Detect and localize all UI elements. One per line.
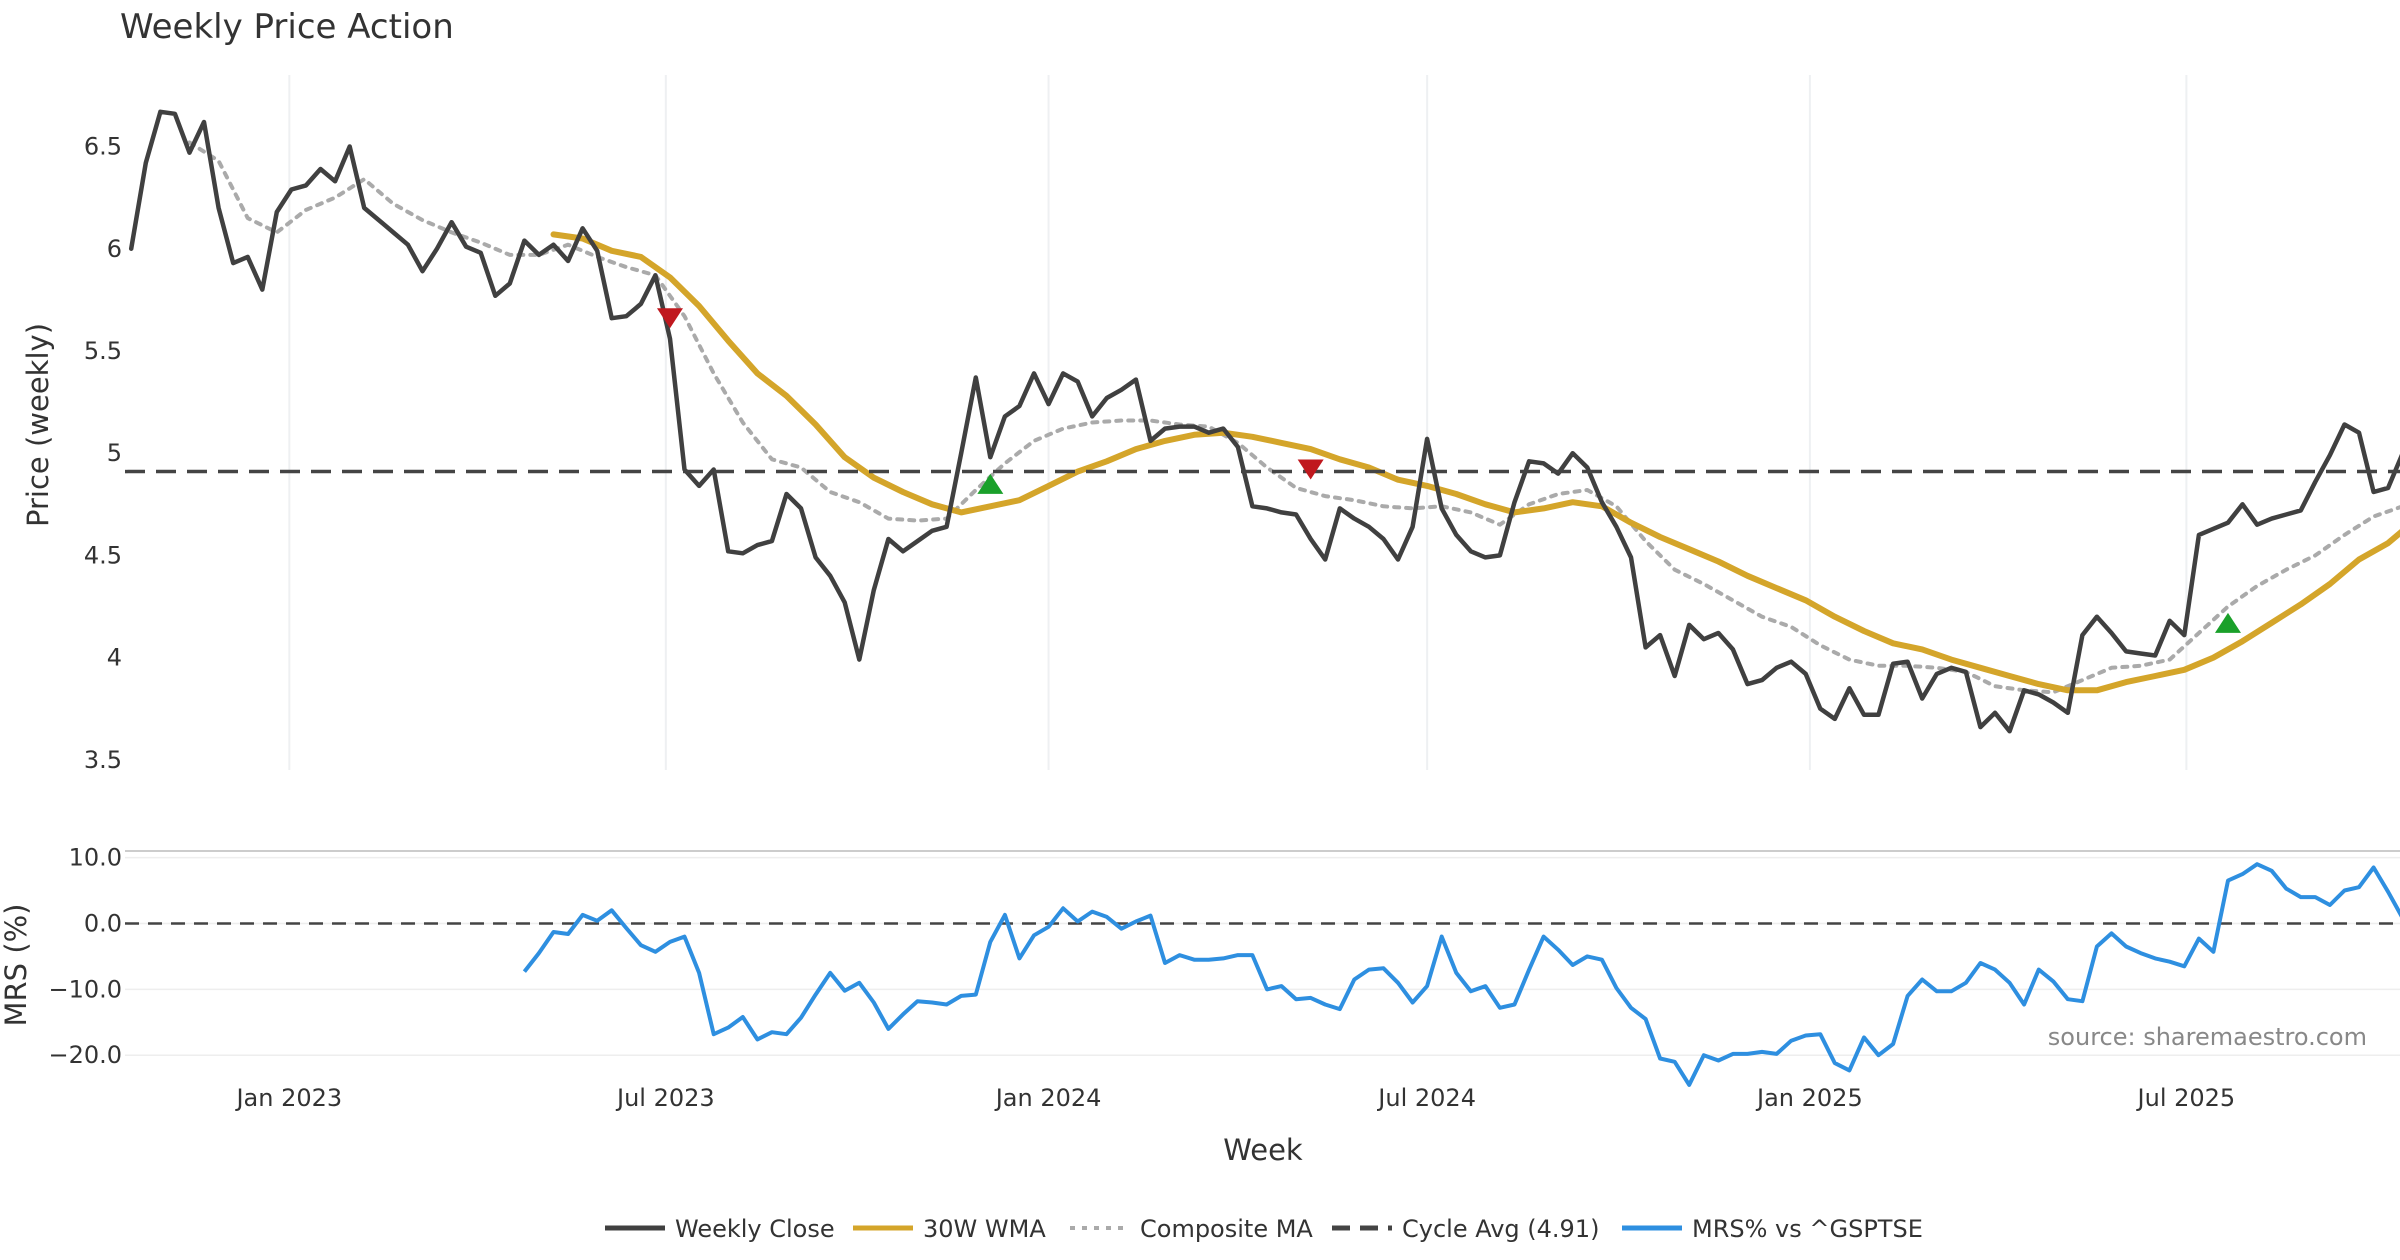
mrs-y-tick-label: −10.0 [48,975,122,1003]
legend-label: Weekly Close [675,1215,835,1243]
price-y-axis: 3.5 4 4.5 5 5.5 6 6.5 [84,133,122,774]
weekly-close-line [128,109,2400,734]
mrs-line [522,862,2400,1087]
mrs-series [125,862,2400,1087]
price-y-tick-label: 6 [107,235,122,263]
price-y-tick-label: 5.5 [84,337,122,365]
mrs-y-tick-label: 0.0 [84,909,122,937]
mrs-y-tick-label: 10.0 [69,844,122,872]
legend: Weekly Close 30W WMA Composite MA Cycle Avg… [605,1215,1923,1243]
legend-label: Composite MA [1140,1215,1313,1243]
sell-signal-marker [1297,459,1324,480]
x-axis: Jan 2023 Jul 2023 Jan 2024 Jul 2024 Jan 2025… [234,1084,2235,1112]
price-y-tick-label: 4.5 [84,541,122,569]
x-tick-label: Jan 2024 [994,1084,1102,1112]
price-y-tick-label: 5 [107,439,122,467]
legend-label: Cycle Avg (4.91) [1402,1215,1599,1243]
price-y-tick-label: 4 [107,644,122,672]
source-note: source: sharemaestro.com [2048,1023,2367,1051]
buy-signal-marker [977,473,1004,494]
price-y-axis-title: Price (weekly) [21,323,55,527]
mrs-y-axis-title: MRS (%) [0,904,33,1027]
chart-title: Weekly Price Action [120,7,454,47]
x-tick-label: Jul 2025 [2136,1084,2236,1112]
price-y-tick-label: 6.5 [84,133,122,161]
price-y-tick-label: 3.5 [84,746,122,774]
mrs-y-tick-label: −20.0 [48,1041,122,1069]
price-series [125,109,2400,734]
mrs-y-axis: 10.0 0.0 −10.0 −20.0 [48,844,122,1070]
x-tick-label: Jul 2024 [1376,1084,1476,1112]
signal-markers [656,308,2241,633]
legend-label: MRS% vs ^GSPTSE [1692,1215,1923,1243]
x-axis-title: Week [1223,1133,1303,1167]
buy-signal-marker [2214,612,2241,633]
legend-label: 30W WMA [923,1215,1046,1243]
wma-30w-line [550,231,2400,694]
x-tick-label: Jul 2023 [615,1084,715,1112]
sell-signal-marker [656,308,683,329]
x-tick-label: Jan 2025 [1755,1084,1863,1112]
x-tick-label: Jan 2023 [234,1084,342,1112]
